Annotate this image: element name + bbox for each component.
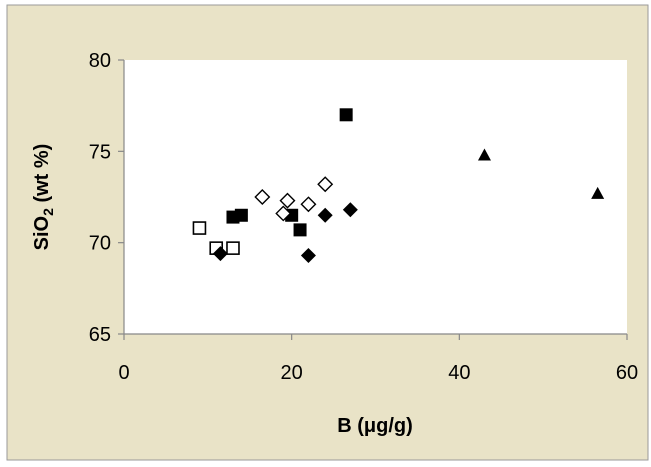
plot-area [124, 60, 627, 334]
data-point-filled-square [293, 223, 307, 237]
y-axis-title-rest: (wt %) [31, 144, 53, 208]
data-point-filled-diamond [212, 246, 228, 262]
y-axis-title: SiO2 (wt %) [31, 144, 56, 251]
data-point-filled-triangle [591, 186, 605, 199]
tick-labels: 65 70 75 80 0 20 40 60 [89, 50, 638, 384]
data-point-filled-diamond [317, 207, 333, 223]
x-axis-title: B (μg/g) [337, 415, 413, 437]
data-point-filled-diamond [342, 202, 358, 218]
x-tick-label: 20 [281, 362, 303, 384]
data-point-open-diamond [300, 196, 317, 213]
data-point-open-diamond [317, 176, 334, 193]
data-point-open-diamond [254, 189, 271, 205]
data-point-filled-triangle [477, 148, 491, 161]
axes [118, 59, 628, 340]
data-point-open-diamond [275, 205, 292, 222]
y-tick-label: 70 [89, 233, 111, 255]
x-tick-label: 60 [616, 362, 638, 384]
data-points [192, 108, 605, 263]
data-point-open-diamond [279, 192, 296, 209]
x-tick-label: 40 [448, 362, 470, 384]
data-point-open-square [192, 221, 207, 235]
y-tick-label: 65 [89, 324, 111, 346]
y-tick-label: 80 [89, 50, 111, 72]
x-tick-label: 0 [118, 362, 129, 384]
data-point-filled-square [234, 208, 248, 222]
y-axis-title-main: SiO [31, 216, 53, 250]
y-axis-title-subscript: 2 [40, 208, 56, 216]
data-point-filled-square [339, 108, 353, 122]
data-point-open-square [226, 241, 240, 255]
data-point-filled-diamond [300, 247, 316, 263]
y-tick-label: 75 [89, 141, 111, 163]
